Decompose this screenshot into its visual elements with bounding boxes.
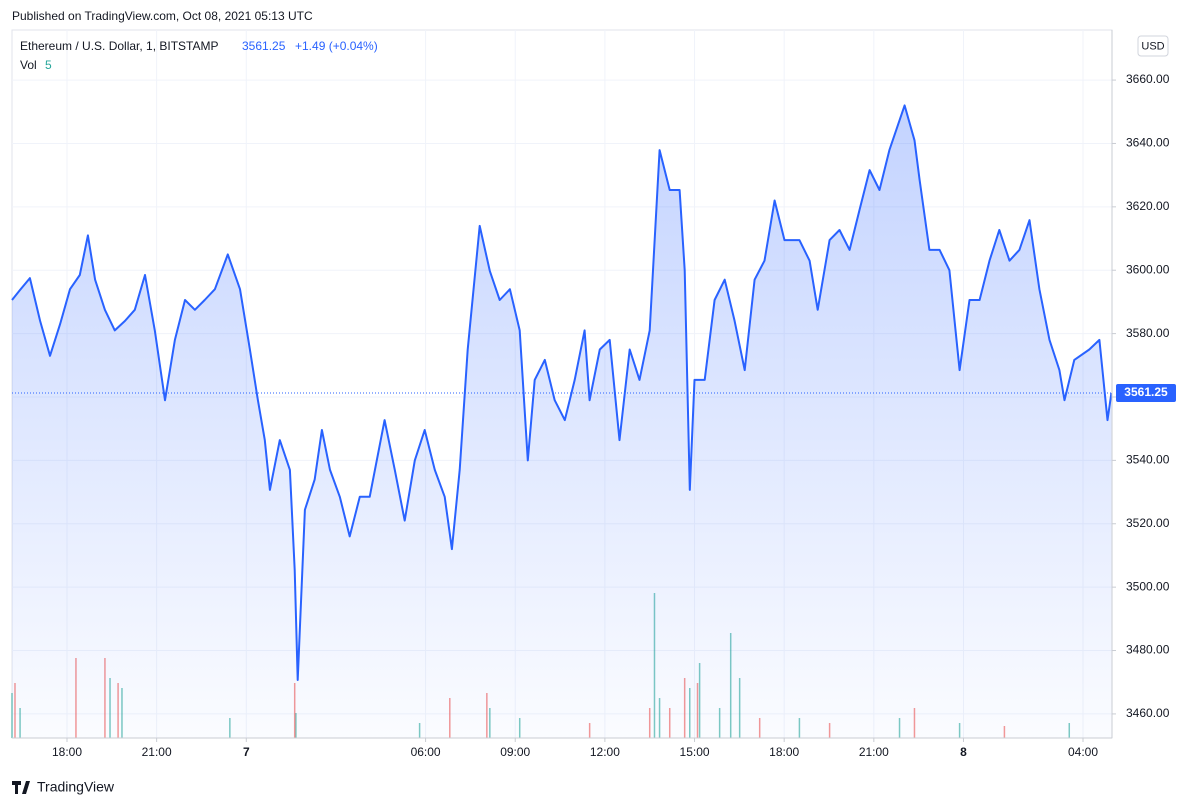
x-tick-label: 15:00 <box>680 745 710 759</box>
volume-value: 5 <box>45 58 52 72</box>
y-tick-label: 3460.00 <box>1126 706 1170 720</box>
x-tick-label: 21:00 <box>142 745 172 759</box>
y-tick-label: 3500.00 <box>1126 579 1170 593</box>
price-area <box>12 105 1112 738</box>
legend-change: +1.49 (+0.04%) <box>295 39 378 53</box>
x-tick-label: 8 <box>960 745 967 759</box>
currency-box[interactable] <box>1137 35 1169 57</box>
volume-label: Vol <box>20 58 37 72</box>
y-tick-label: 3520.00 <box>1126 516 1170 530</box>
x-tick-label: 7 <box>243 745 250 759</box>
y-tick-label: 3580.00 <box>1126 326 1170 340</box>
legend-price: 3561.25 <box>242 39 286 53</box>
symbol: Ethereum / U.S. Dollar, 1, BITSTAMP <box>20 39 219 53</box>
x-tick-label: 09:00 <box>500 745 530 759</box>
x-tick-label: 06:00 <box>411 745 441 759</box>
published: Published on TradingView.com, Oct 08, 20… <box>12 9 313 23</box>
x-tick-label: 12:00 <box>590 745 620 759</box>
x-tick-label: 04:00 <box>1068 745 1098 759</box>
x-tick-label: 18:00 <box>52 745 82 759</box>
y-tick-label: 3640.00 <box>1126 136 1170 150</box>
currency[interactable]: USD <box>1141 40 1164 52</box>
y-tick-label: 3660.00 <box>1126 72 1170 86</box>
y-tick-label: 3480.00 <box>1126 643 1170 657</box>
last-price-label: 3561.25 <box>1124 385 1168 399</box>
x-tick-label: 21:00 <box>859 745 889 759</box>
last-price-tag <box>1116 384 1176 403</box>
y-tick-label: 3600.00 <box>1126 262 1170 276</box>
y-tick-label: 3540.00 <box>1126 453 1170 467</box>
x-tick-label: 18:00 <box>769 745 799 759</box>
brand: TradingView <box>37 779 115 795</box>
y-tick-label: 3620.00 <box>1126 199 1170 213</box>
price-line <box>11 104 1113 681</box>
logo <box>12 781 30 794</box>
